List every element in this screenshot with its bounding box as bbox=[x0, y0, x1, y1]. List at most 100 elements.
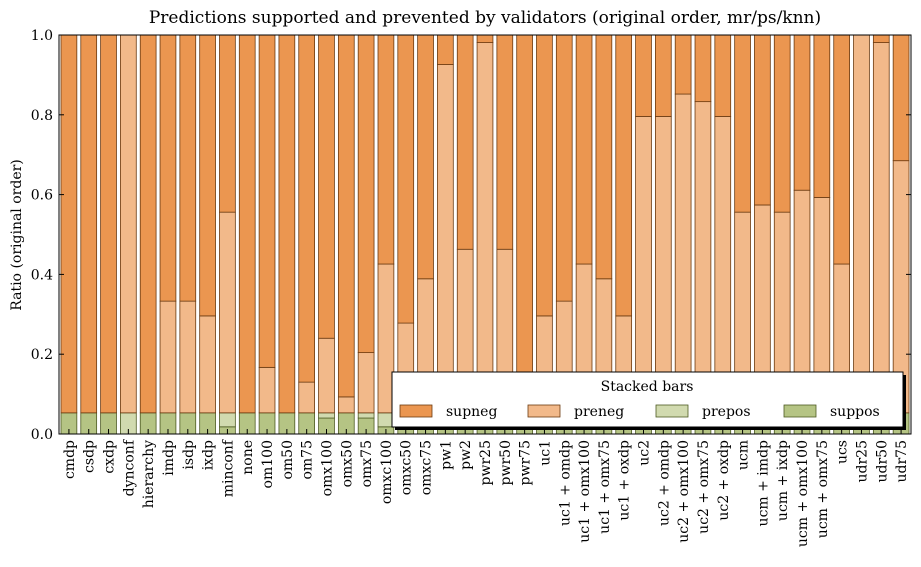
x-tick-label: uc2 + omx100 bbox=[676, 440, 692, 543]
x-tick-label: omxc75 bbox=[419, 440, 435, 495]
bar-supneg bbox=[60, 34, 78, 414]
x-tick-label: uc2 + omdp bbox=[656, 440, 672, 526]
bar-supneg bbox=[357, 34, 375, 354]
x-tick-label: omx50 bbox=[339, 440, 355, 487]
y-tick-label: 1.0 bbox=[31, 28, 53, 44]
x-tick-label: omx100 bbox=[319, 440, 335, 496]
x-tick-label: omxc50 bbox=[399, 440, 415, 495]
x-tick-label: uc1 + oxdp bbox=[617, 440, 633, 521]
bar-supneg bbox=[139, 34, 157, 414]
bar-preneg bbox=[437, 64, 454, 414]
x-tick-label: uc1 + omx100 bbox=[577, 440, 593, 543]
bar-preneg bbox=[120, 34, 137, 414]
bar-supneg bbox=[80, 34, 98, 414]
x-tick-label: pwr25 bbox=[478, 440, 494, 485]
legend-label-prepos: prepos bbox=[702, 404, 751, 420]
bar-supneg bbox=[100, 34, 117, 414]
bar-supneg bbox=[377, 34, 395, 265]
x-axis: cmdp csdp cxdp dynconf hierarchy imdp isdp ixdp… bbox=[62, 429, 910, 547]
bar-supneg bbox=[793, 34, 811, 191]
y-axis-label: Ratio (original order) bbox=[9, 159, 25, 311]
bar-supneg bbox=[278, 34, 296, 414]
bar-preneg bbox=[872, 42, 890, 414]
bar-supneg bbox=[615, 34, 633, 317]
x-tick-label: isdp bbox=[181, 440, 197, 470]
bar-supneg bbox=[872, 34, 890, 43]
bar-preneg bbox=[298, 381, 316, 414]
x-tick-label: none bbox=[240, 440, 256, 475]
bar-supneg bbox=[575, 34, 593, 265]
bar-supneg bbox=[199, 34, 216, 317]
bar-preneg bbox=[159, 300, 177, 414]
bar-preneg bbox=[219, 211, 236, 414]
x-tick-label: omxc100 bbox=[379, 440, 395, 504]
x-tick-label: pwr50 bbox=[498, 440, 514, 485]
bar-supneg bbox=[318, 34, 335, 339]
x-tick-label: uc2 bbox=[637, 440, 653, 466]
legend: Stacked bars supneg preneg prepos suppos bbox=[391, 371, 906, 430]
x-tick-label: minconf bbox=[220, 438, 236, 497]
x-tick-label: ucm + omx75 bbox=[815, 440, 831, 538]
x-tick-label: uc1 bbox=[537, 440, 553, 466]
bar-prepos bbox=[318, 412, 335, 419]
bar-supneg bbox=[476, 34, 494, 43]
x-tick-label: pw2 bbox=[458, 440, 474, 470]
bar-supneg bbox=[219, 34, 236, 213]
bar-supneg bbox=[258, 34, 276, 368]
legend-swatch-suppos bbox=[783, 404, 817, 418]
bar-supneg bbox=[536, 34, 553, 317]
bar-preneg bbox=[337, 396, 355, 414]
legend-swatch-preneg bbox=[527, 404, 561, 418]
bar-supneg bbox=[674, 34, 692, 95]
bar-supneg bbox=[833, 34, 850, 265]
x-tick-label: udr50 bbox=[874, 440, 890, 483]
bar-preneg bbox=[694, 101, 712, 414]
bar-preneg bbox=[377, 263, 395, 414]
legend-box bbox=[391, 371, 904, 428]
bar-preneg bbox=[674, 93, 692, 414]
x-tick-label: udr75 bbox=[894, 440, 910, 483]
y-axis: 0.0 0.2 0.4 0.6 0.8 1.0 bbox=[31, 28, 911, 443]
bar-preneg bbox=[714, 115, 732, 414]
bar-prepos bbox=[357, 412, 375, 419]
bar-supneg bbox=[555, 34, 573, 302]
bar-preneg bbox=[179, 300, 197, 414]
bar-supneg bbox=[159, 34, 177, 302]
bar-preneg bbox=[635, 115, 652, 414]
legend-label-supneg: supneg bbox=[446, 404, 497, 420]
bar-supneg bbox=[734, 34, 751, 213]
legend-label-preneg: preneg bbox=[574, 404, 624, 420]
bar-supneg bbox=[813, 34, 831, 198]
bar-supneg bbox=[238, 34, 256, 414]
bar-prepos bbox=[219, 412, 236, 428]
x-tick-label: uc2 + omx75 bbox=[696, 440, 712, 534]
bar-supneg bbox=[754, 34, 771, 206]
bar-supneg bbox=[694, 34, 712, 103]
bar-preneg bbox=[318, 337, 335, 414]
chart-title: Predictions supported and prevented by v… bbox=[149, 8, 821, 28]
x-tick-label: ucs bbox=[835, 440, 851, 464]
bar-supneg bbox=[595, 34, 613, 280]
x-tick-label: uc2 + oxdp bbox=[716, 440, 732, 521]
bar-supneg bbox=[337, 34, 355, 398]
x-tick-label: om50 bbox=[280, 440, 296, 480]
x-tick-label: imdp bbox=[161, 440, 177, 476]
x-tick-label: dynconf bbox=[121, 438, 137, 496]
bar-supneg bbox=[892, 34, 910, 162]
bar-supneg bbox=[298, 34, 316, 383]
bar-supneg bbox=[516, 34, 533, 414]
bar-supneg bbox=[773, 34, 791, 213]
x-tick-label: pwr75 bbox=[518, 440, 534, 485]
bar-supneg bbox=[655, 34, 672, 117]
legend-swatch-prepos bbox=[655, 404, 689, 418]
x-tick-label: om75 bbox=[300, 440, 316, 480]
x-tick-label: uc1 + omdp bbox=[557, 440, 573, 526]
x-tick-label: udr25 bbox=[854, 440, 870, 483]
bar-supneg bbox=[437, 34, 454, 65]
x-tick-label: cxdp bbox=[102, 440, 118, 474]
y-tick-label: 0.8 bbox=[31, 108, 53, 124]
x-tick-label: ucm + imdp bbox=[755, 440, 771, 526]
legend-label-suppos: suppos bbox=[830, 404, 880, 420]
legend-title: Stacked bars bbox=[601, 379, 694, 395]
